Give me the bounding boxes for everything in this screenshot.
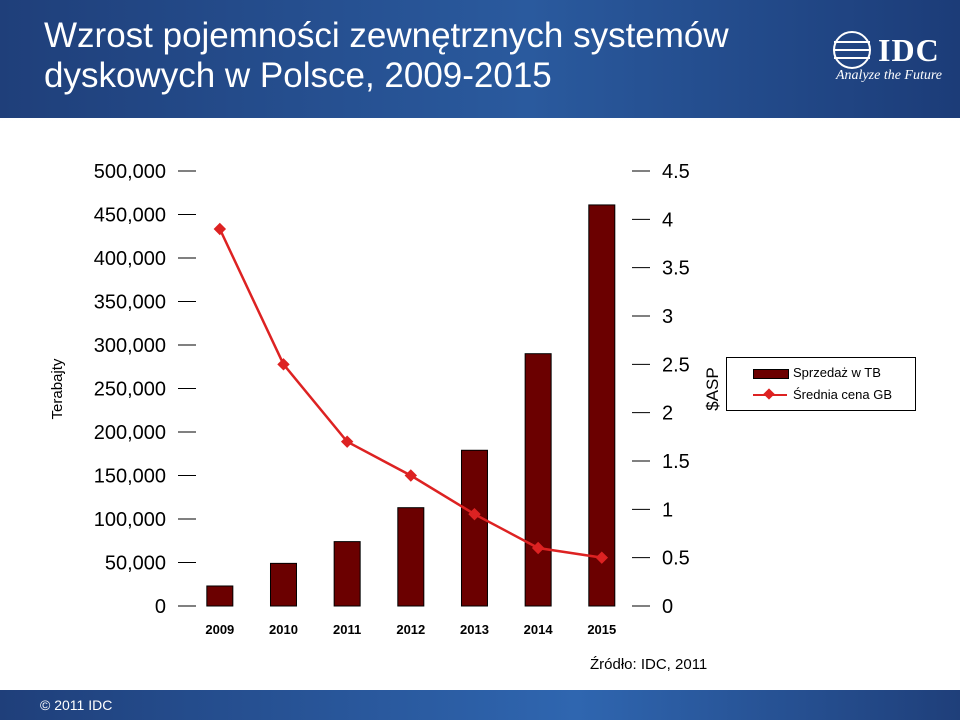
- y-axis-title: Terabajty: [49, 358, 66, 419]
- bar-2011: [333, 541, 361, 607]
- y2-tick-label: 3.5: [662, 258, 690, 280]
- x-tick-label: 2015: [587, 622, 616, 637]
- line-point-2013: [468, 507, 481, 521]
- x-tick-label: 2013: [460, 622, 489, 637]
- y-tick-label: 150,000: [94, 466, 166, 488]
- y2-tick-label: 2: [662, 403, 673, 425]
- y2-tick-label: 3: [662, 306, 673, 328]
- legend-label-line: Średnia cena GB: [793, 387, 893, 402]
- line-point-2010: [277, 358, 290, 371]
- x-tick-label: 2011: [333, 622, 361, 637]
- header-banner: [0, 0, 960, 118]
- y2-tick-label: 1.5: [662, 451, 690, 473]
- x-tick-label: 2009: [205, 622, 234, 637]
- y-tick-label: 400,000: [94, 248, 166, 270]
- source-note: Źródło: IDC, 2011: [590, 656, 708, 673]
- bar-2015: [588, 204, 616, 607]
- y2-tick-label: 2.5: [662, 354, 690, 376]
- bar-2009: [206, 585, 234, 607]
- bar-2012: [397, 507, 425, 607]
- y2-tick-label: 0.5: [662, 548, 690, 570]
- combo-chart: 0 50,000 100,000 150,000 200,000 250,000 300,0…: [49, 161, 722, 637]
- x-tick-label: 2010: [269, 622, 298, 637]
- logo-tagline: Analyze the Future: [836, 68, 943, 83]
- y-tick-label: 0: [155, 596, 166, 618]
- y-tick-label: 250,000: [94, 379, 166, 401]
- footer-band: [0, 690, 960, 720]
- line-point-2012: [404, 469, 418, 482]
- y-tick-label: 200,000: [94, 422, 166, 444]
- y2-tick-label: 0: [662, 596, 673, 618]
- x-tick-label: 2014: [524, 622, 554, 637]
- idc-logo-globe-icon: [833, 31, 871, 69]
- legend-item-bars: Sprzedaż w TB: [727, 362, 915, 382]
- y2-axis-title: $ASP: [703, 367, 722, 410]
- logo-text: IDC: [878, 32, 940, 68]
- y2-tick-label: 1: [662, 499, 673, 521]
- page-title: Wzrost pojemności zewnętrznych systemów …: [44, 16, 729, 95]
- line-point-2014: [531, 541, 545, 555]
- legend-swatch-bar: [753, 369, 789, 379]
- y-tick-label: 100,000: [94, 509, 166, 531]
- y-tick-label: 500,000: [94, 161, 166, 183]
- legend-swatch-diamond: [763, 388, 775, 400]
- line-point-2009: [213, 222, 227, 236]
- y-tick-label: 50,000: [105, 553, 166, 575]
- chart-legend: Sprzedaż w TB Średnia cena GB: [726, 357, 916, 411]
- line-point-2015: [595, 551, 609, 564]
- copyright-text: © 2011 IDC: [40, 697, 113, 713]
- legend-item-line: Średnia cena GB: [727, 384, 915, 404]
- y-tick-label: 300,000: [94, 335, 166, 357]
- y-tick-label: 450,000: [94, 205, 166, 227]
- y2-tick-label: 4.5: [662, 161, 690, 183]
- bar-2010: [269, 562, 297, 607]
- bar-2014: [524, 353, 552, 607]
- y-tick-label: 350,000: [94, 292, 166, 314]
- legend-label-bars: Sprzedaż w TB: [793, 365, 881, 380]
- x-tick-label: 2012: [396, 622, 425, 637]
- line-point-2011: [340, 435, 354, 448]
- y2-tick-label: 4: [662, 209, 673, 231]
- bar-2013: [460, 449, 488, 607]
